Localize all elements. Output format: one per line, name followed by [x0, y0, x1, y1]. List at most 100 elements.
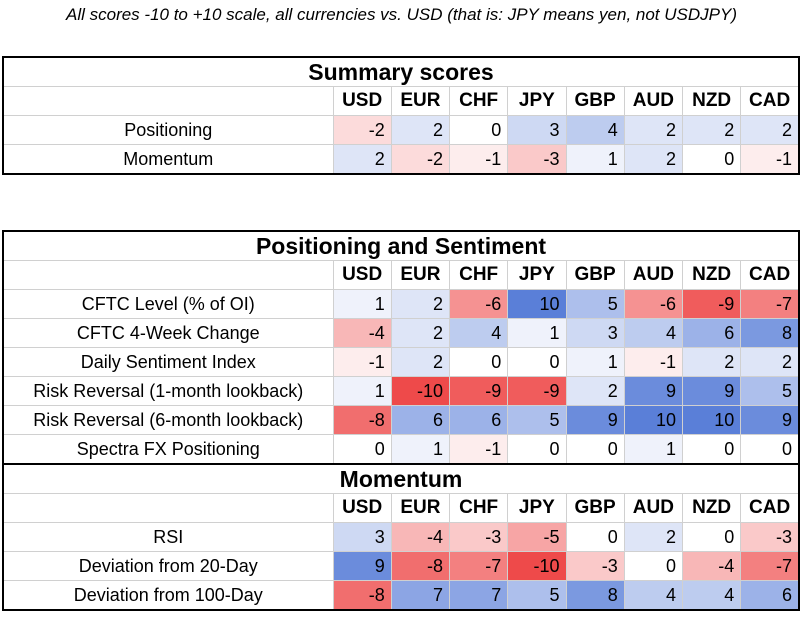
data-row: Spectra FX Positioning 0 1 -1 0 0 1 0 0 — [2, 434, 801, 465]
score-cell-chf: 0 — [448, 347, 509, 377]
score-cell-eur: -2 — [390, 144, 451, 175]
currency-header-aud: AUD — [623, 260, 684, 290]
score-cell-aud: 0 — [623, 551, 684, 581]
row-label: CFTC 4-Week Change — [2, 318, 334, 348]
score-cell-nzd: 0 — [681, 144, 742, 175]
row-label: Positioning — [2, 115, 334, 145]
score-cell-cad: -7 — [740, 551, 801, 581]
positioning-momentum-table: Positioning and Sentiment USD EUR CHF JPY GB… — [2, 230, 801, 611]
score-cell-usd: 1 — [332, 376, 392, 406]
score-cell-aud: 2 — [623, 115, 684, 145]
currency-header-gbp: GBP — [565, 86, 625, 116]
currency-header-usd: USD — [332, 86, 392, 116]
score-cell-jpy: 0 — [507, 434, 567, 465]
positioning-title: Positioning and Sentiment — [2, 230, 800, 261]
score-cell-eur: 2 — [390, 347, 451, 377]
currency-header-aud: AUD — [623, 86, 684, 116]
currency-header-gbp: GBP — [565, 493, 625, 523]
row-label: Momentum — [2, 144, 334, 175]
score-cell-usd: -2 — [332, 115, 392, 145]
score-cell-aud: 2 — [623, 144, 684, 175]
score-cell-eur: 7 — [390, 580, 451, 611]
row-label: Daily Sentiment Index — [2, 347, 334, 377]
row-label: Deviation from 100-Day — [2, 580, 334, 611]
score-cell-nzd: 2 — [681, 347, 742, 377]
currency-header-nzd: NZD — [681, 86, 742, 116]
scale-note: All scores -10 to +10 scale, all currenc… — [66, 5, 737, 24]
score-cell-aud: 10 — [623, 405, 684, 435]
score-cell-eur: 2 — [390, 289, 451, 319]
score-cell-gbp: 8 — [565, 580, 625, 611]
row-label: CFTC Level (% of OI) — [2, 289, 334, 319]
score-cell-usd: -8 — [332, 580, 392, 611]
score-cell-gbp: 1 — [565, 347, 625, 377]
score-cell-chf: 7 — [448, 580, 509, 611]
score-cell-usd: -8 — [332, 405, 392, 435]
score-cell-chf: -6 — [448, 289, 509, 319]
score-cell-usd: 9 — [332, 551, 392, 581]
score-cell-cad: 5 — [740, 376, 801, 406]
data-row: CFTC 4-Week Change -4 2 4 1 3 4 6 8 — [2, 318, 801, 348]
currency-header-eur: EUR — [390, 493, 451, 523]
summary-title: Summary scores — [2, 56, 800, 87]
currency-header-jpy: JPY — [507, 260, 567, 290]
score-cell-eur: -8 — [390, 551, 451, 581]
currency-header-nzd: NZD — [681, 493, 742, 523]
currency-header-cad: CAD — [740, 260, 801, 290]
data-row: Positioning -2 2 0 3 4 2 2 2 — [2, 115, 801, 145]
data-row: Deviation from 20-Day 9 -8 -7 -10 -3 0 -4 -7 — [2, 551, 801, 581]
score-cell-eur: 1 — [390, 434, 451, 465]
currency-header-row: USD EUR CHF JPY GBP AUD NZD CAD — [2, 86, 801, 116]
score-cell-cad: 2 — [740, 347, 801, 377]
score-cell-usd: 3 — [332, 522, 392, 552]
score-cell-aud: 9 — [623, 376, 684, 406]
score-cell-gbp: 9 — [565, 405, 625, 435]
score-cell-chf: -3 — [448, 522, 509, 552]
score-cell-cad: 6 — [740, 580, 801, 611]
currency-header-jpy: JPY — [507, 86, 567, 116]
score-cell-gbp: 1 — [565, 144, 625, 175]
score-cell-jpy: -3 — [507, 144, 567, 175]
score-cell-usd: -1 — [332, 347, 392, 377]
positioning-title-row: Positioning and Sentiment — [2, 230, 800, 261]
score-cell-cad: 8 — [740, 318, 801, 348]
score-cell-gbp: 0 — [565, 434, 625, 465]
currency-header-row: USD EUR CHF JPY GBP AUD NZD CAD — [2, 260, 801, 290]
score-cell-usd: 1 — [332, 289, 392, 319]
data-row: Deviation from 100-Day -8 7 7 5 8 4 4 6 — [2, 580, 801, 611]
score-cell-cad: 0 — [740, 434, 801, 465]
score-cell-jpy: -9 — [507, 376, 567, 406]
row-label: Risk Reversal (1-month lookback) — [2, 376, 334, 406]
score-cell-chf: -9 — [448, 376, 509, 406]
score-cell-eur: 2 — [390, 115, 451, 145]
header-blank-cell — [2, 493, 334, 523]
currency-header-jpy: JPY — [507, 493, 567, 523]
score-cell-cad: -1 — [740, 144, 801, 175]
currency-header-chf: CHF — [448, 86, 509, 116]
score-cell-aud: 2 — [623, 522, 684, 552]
score-cell-aud: 1 — [623, 434, 684, 465]
currency-header-eur: EUR — [390, 260, 451, 290]
score-cell-aud: -1 — [623, 347, 684, 377]
score-cell-gbp: -3 — [565, 551, 625, 581]
data-row: Risk Reversal (6-month lookback) -8 6 6 5 9 10… — [2, 405, 801, 435]
summary-title-row: Summary scores — [2, 56, 800, 87]
header-blank-cell — [2, 260, 334, 290]
score-cell-nzd: 2 — [681, 115, 742, 145]
currency-header-chf: CHF — [448, 493, 509, 523]
score-cell-cad: -3 — [740, 522, 801, 552]
score-cell-cad: -7 — [740, 289, 801, 319]
score-cell-aud: 4 — [623, 580, 684, 611]
score-cell-nzd: 9 — [681, 376, 742, 406]
score-cell-chf: -1 — [448, 144, 509, 175]
currency-header-cad: CAD — [740, 86, 801, 116]
data-row: Momentum 2 -2 -1 -3 1 2 0 -1 — [2, 144, 801, 175]
currency-header-aud: AUD — [623, 493, 684, 523]
data-row: Risk Reversal (1-month lookback) 1 -10 -9 -9… — [2, 376, 801, 406]
currency-header-usd: USD — [332, 493, 392, 523]
score-cell-usd: 0 — [332, 434, 392, 465]
score-cell-chf: 0 — [448, 115, 509, 145]
score-cell-gbp: 0 — [565, 522, 625, 552]
currency-header-eur: EUR — [390, 86, 451, 116]
score-cell-jpy: 10 — [507, 289, 567, 319]
